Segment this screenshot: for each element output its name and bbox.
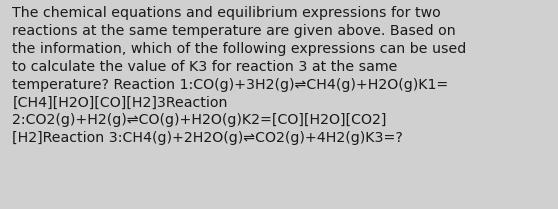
Text: The chemical equations and equilibrium expressions for two
reactions at the same: The chemical equations and equilibrium e… [12, 6, 466, 145]
